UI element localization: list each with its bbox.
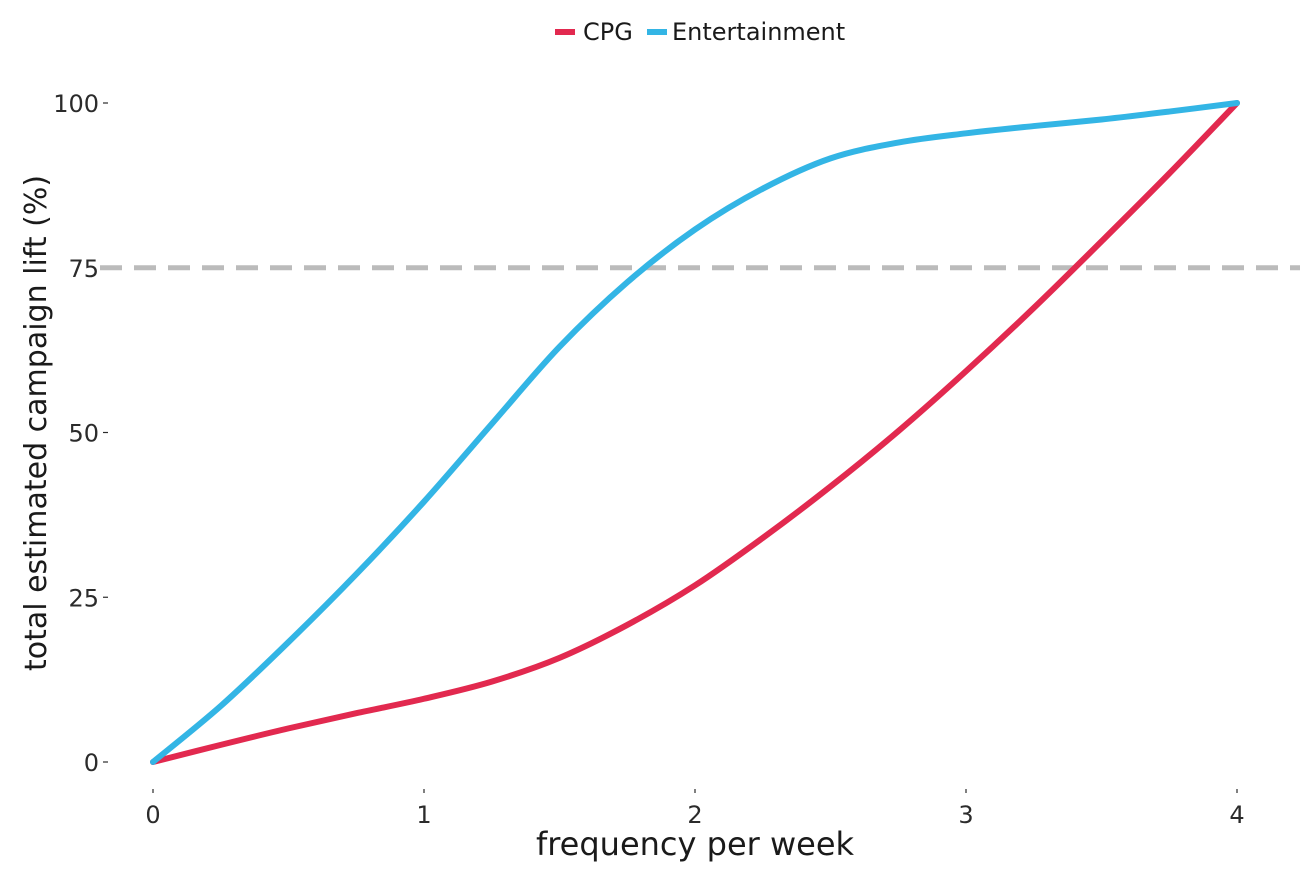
- y-axis-title: total estimated campaign lift (%): [19, 175, 54, 671]
- y-tick-label: 75: [68, 255, 99, 283]
- y-tick-label: 25: [68, 584, 99, 612]
- y-tick-label: 100: [53, 90, 99, 118]
- x-tick-label: 4: [1229, 801, 1244, 829]
- x-axis: 0 1 2 3 4: [145, 789, 1245, 829]
- series-line-entertainment: [150, 100, 1240, 765]
- legend: CPG Entertainment: [555, 18, 845, 46]
- y-axis: 0 25 50 75 100: [53, 90, 108, 777]
- series-line-cpg: [150, 100, 1240, 765]
- legend-label-entertainment: Entertainment: [672, 18, 845, 46]
- x-tick-label: 3: [958, 801, 973, 829]
- x-tick-label: 2: [687, 801, 702, 829]
- y-tick-label: 0: [84, 749, 99, 777]
- x-axis-title: frequency per week: [536, 825, 855, 863]
- series-layer: [150, 100, 1240, 765]
- legend-label-cpg: CPG: [583, 18, 633, 46]
- x-tick-label: 0: [145, 801, 160, 829]
- y-tick-label: 50: [68, 420, 99, 448]
- x-tick-label: 1: [416, 801, 431, 829]
